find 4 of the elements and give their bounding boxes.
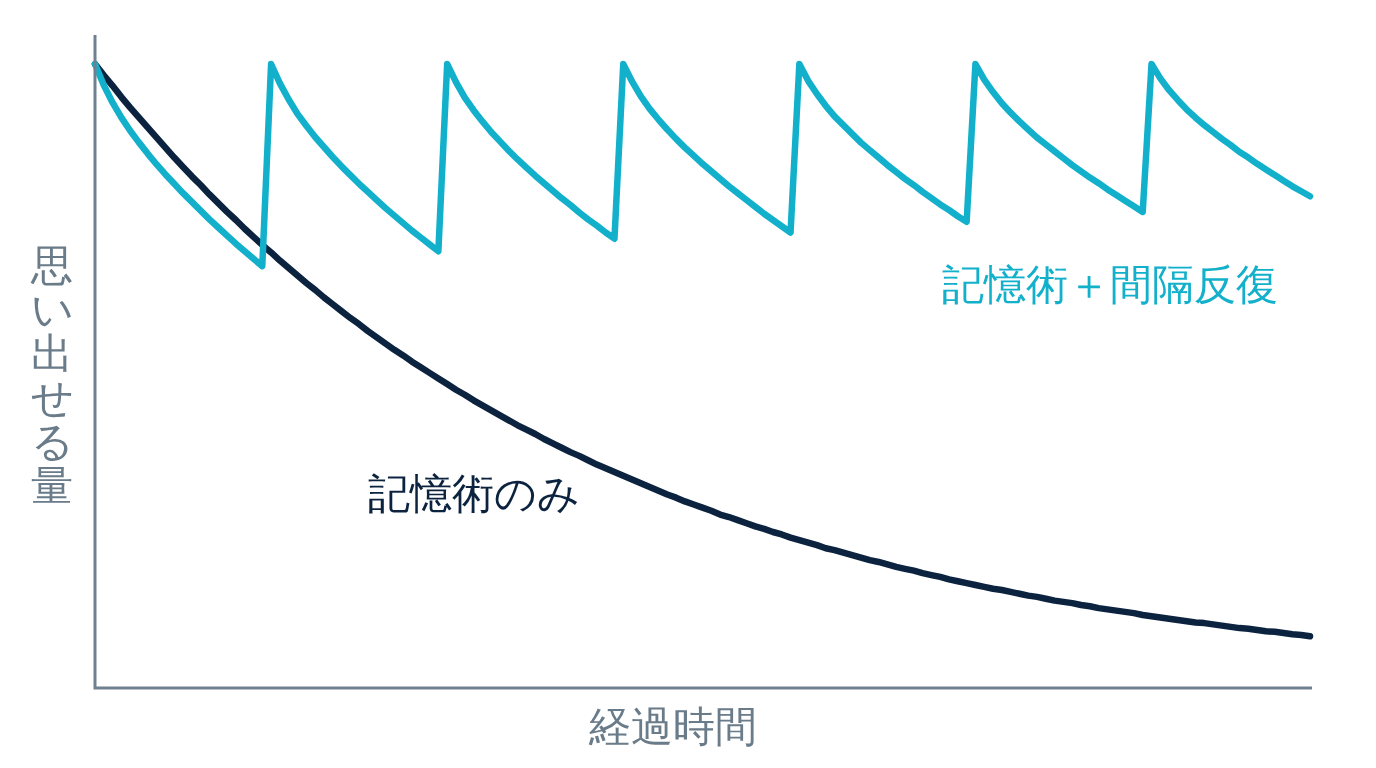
series-label: 記憶術＋間隔反復 (942, 260, 1278, 310)
series-label: 記憶術のみ (367, 468, 580, 518)
x-axis-title: 経過時間 (587, 702, 758, 752)
y-axis-title: 思い出せる量 (30, 241, 74, 510)
